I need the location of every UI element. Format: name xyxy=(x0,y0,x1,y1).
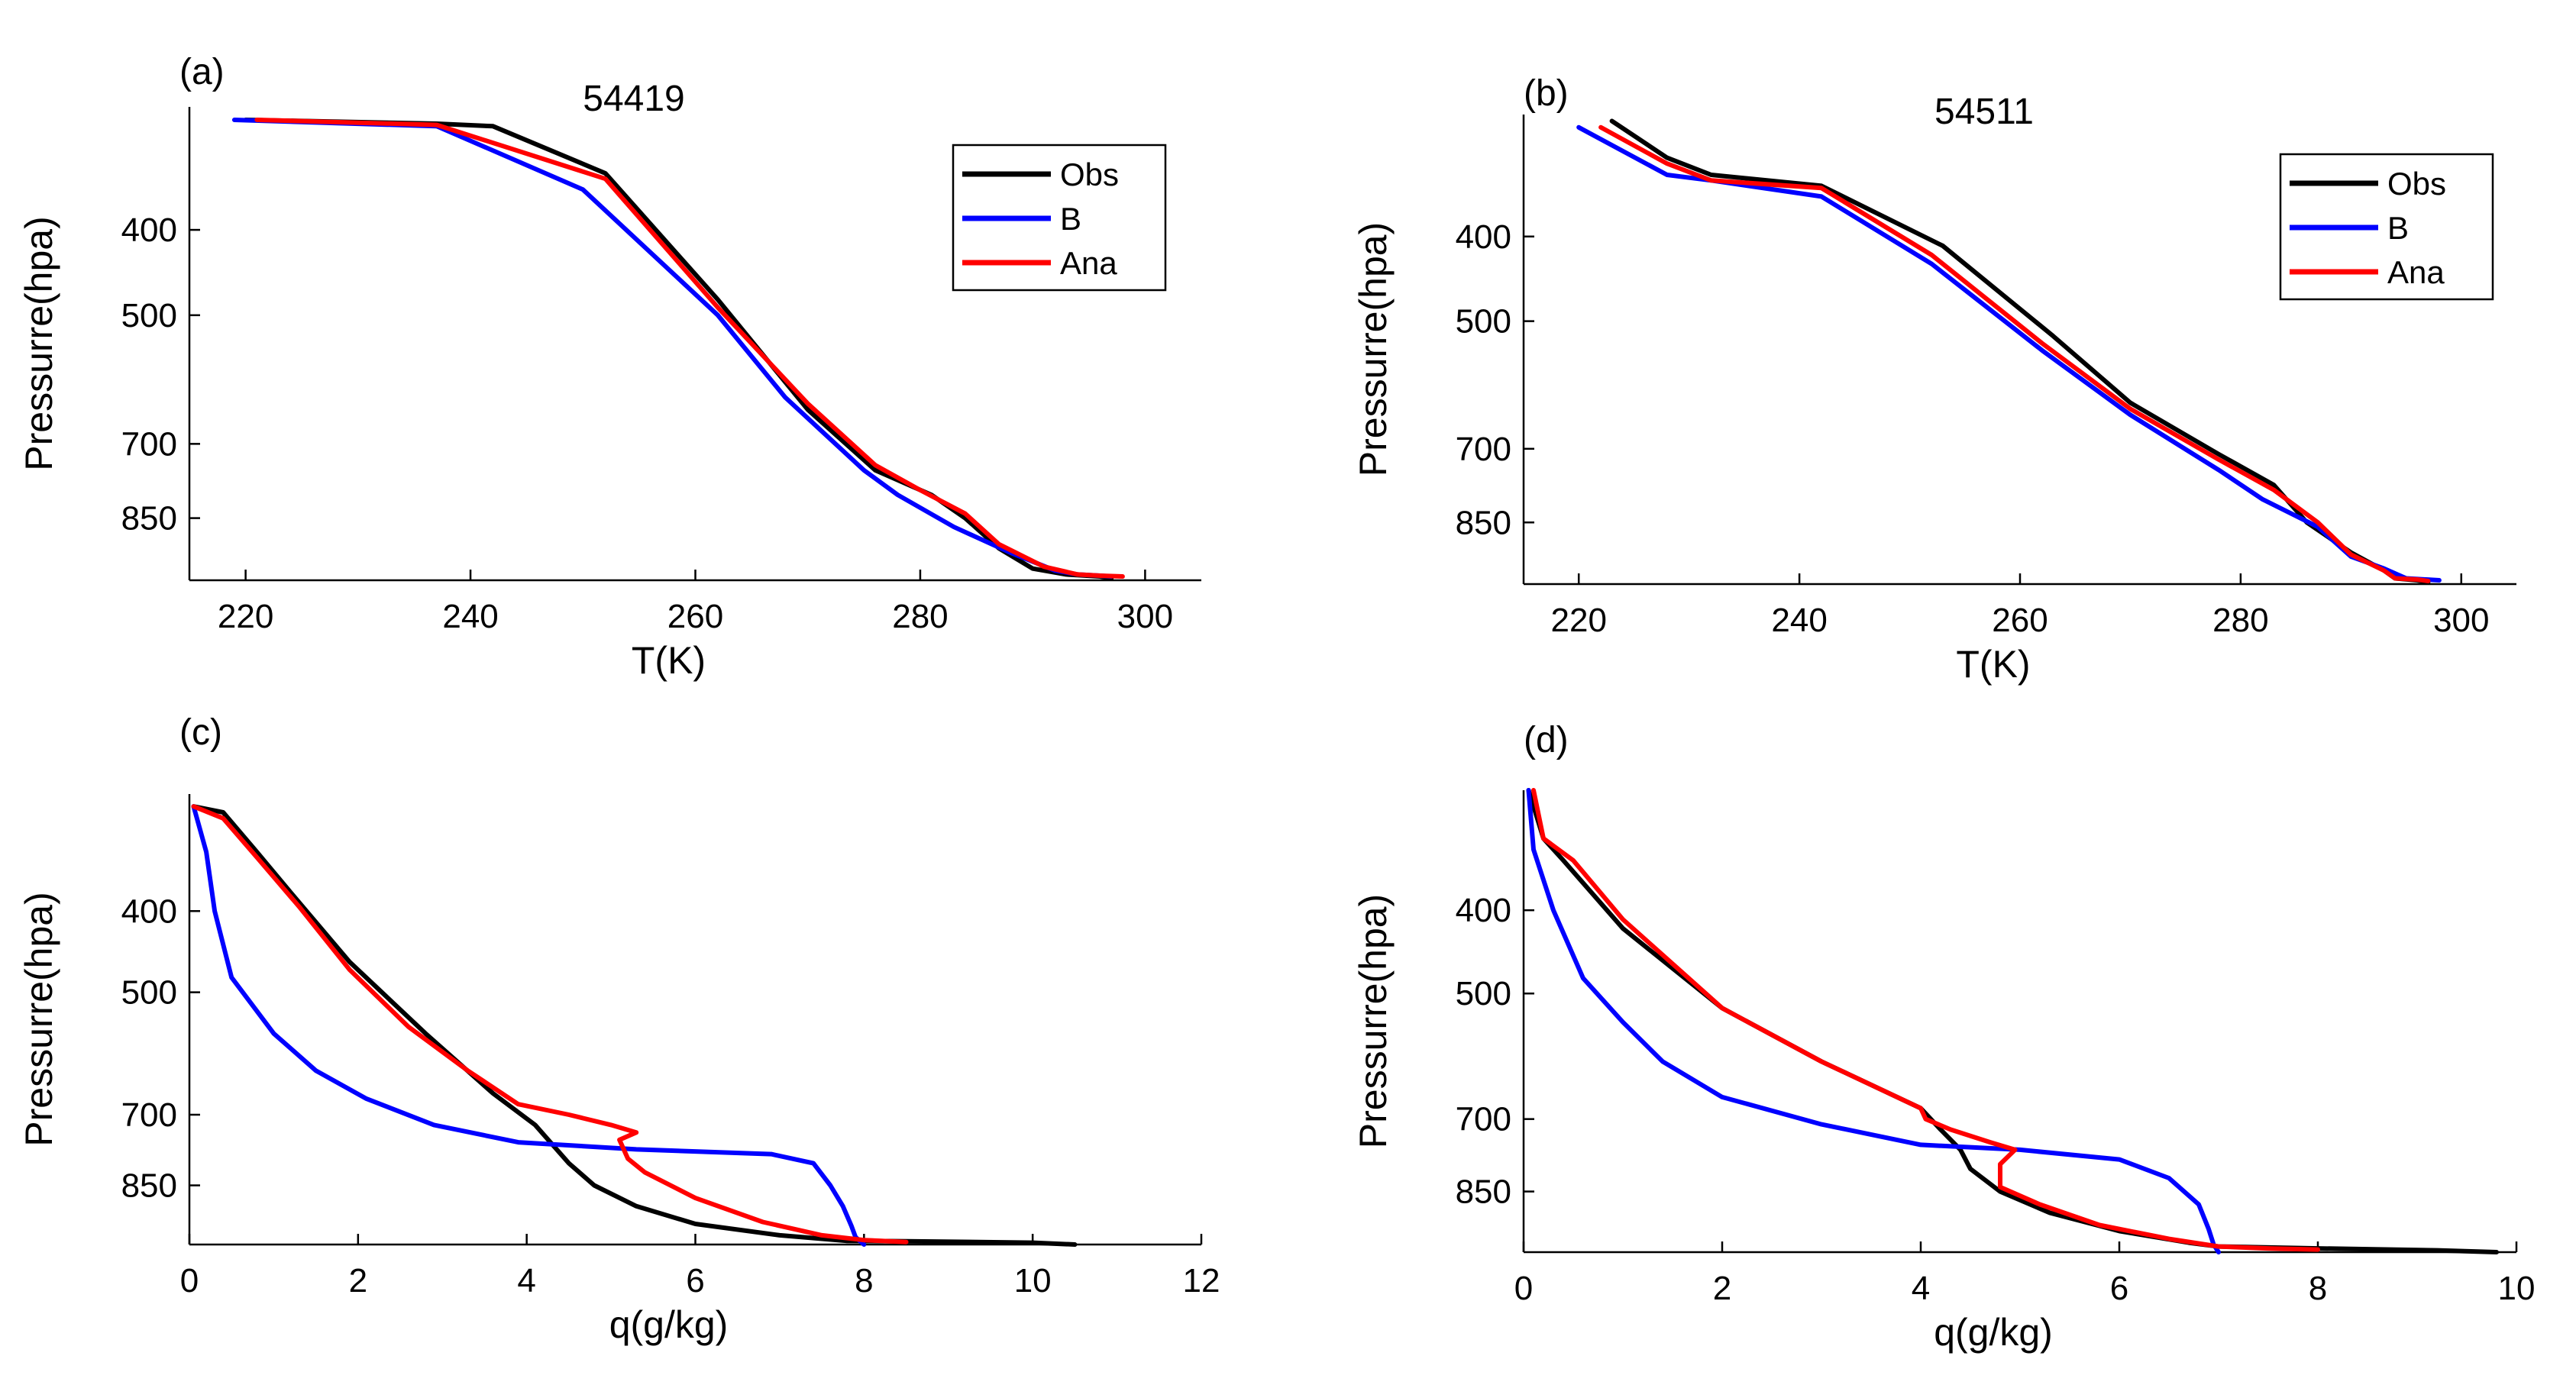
x-tick-label: 10 xyxy=(2498,1270,2536,1307)
y-tick-label: 850 xyxy=(1456,1174,1511,1211)
y-tick-label: 700 xyxy=(121,425,177,463)
legend-entry-b: B xyxy=(2387,210,2409,246)
x-tick-label: 0 xyxy=(180,1262,199,1299)
x-axis-label: q(g/kg) xyxy=(609,1303,729,1346)
legend-entry-ana: Ana xyxy=(1060,245,1117,281)
legend: Obs B Ana xyxy=(2279,153,2494,301)
chart-title: 54511 xyxy=(1934,92,2034,132)
y-tick-label: 400 xyxy=(121,211,177,249)
y-tick-label: 850 xyxy=(1456,504,1511,541)
y-tick-label: 400 xyxy=(121,893,177,930)
panel-label: (a) xyxy=(179,52,225,92)
legend-entry-b: B xyxy=(1060,201,1081,237)
x-axis-label: T(K) xyxy=(632,639,706,682)
series-line-ana xyxy=(191,804,909,1245)
panel-label: (d) xyxy=(1524,720,1569,760)
x-tick-label: 240 xyxy=(442,598,498,635)
chart-panel-c: 0 2 4 6 8 10 12 400 500 700 850 q(g/kg) Pressurre(hp… xyxy=(18,712,1220,1346)
y-tick-label: 400 xyxy=(1456,892,1511,929)
y-tick-label: 400 xyxy=(1456,218,1511,256)
y-tick-label: 700 xyxy=(1456,431,1511,468)
x-tick-label: 10 xyxy=(1014,1262,1052,1299)
x-tick-label: 2 xyxy=(349,1262,367,1299)
y-tick-label: 500 xyxy=(1456,303,1511,341)
legend-entry-obs: Obs xyxy=(1060,157,1119,192)
x-tick-label: 260 xyxy=(1992,602,2048,639)
x-tick-label: 280 xyxy=(2212,602,2268,639)
y-axis-label: Pressurre(hpa) xyxy=(1352,222,1395,476)
x-axis-label: q(g/kg) xyxy=(1934,1311,2053,1354)
legend-entry-obs: Obs xyxy=(2387,166,2446,202)
y-tick-label: 500 xyxy=(1456,975,1511,1012)
panel-label: (c) xyxy=(179,712,222,753)
x-tick-label: 2 xyxy=(1713,1270,1731,1307)
x-tick-label: 220 xyxy=(1551,602,1607,639)
chart-panel-d: 0 2 4 6 8 10 400 500 700 850 q(g/kg) Pressurre(hpa)… xyxy=(1352,720,2535,1354)
x-tick-label: 300 xyxy=(1117,598,1173,635)
series-line-obs xyxy=(1526,788,2499,1254)
y-tick-label: 500 xyxy=(121,974,177,1012)
y-tick-label: 500 xyxy=(121,297,177,334)
chart-panel-a: 220 240 260 280 300 400 500 700 850 T(K) Pressurre… xyxy=(18,52,1201,682)
x-tick-label: 12 xyxy=(1183,1262,1220,1299)
x-tick-label: 4 xyxy=(517,1262,535,1299)
legend-entry-ana: Ana xyxy=(2387,254,2445,290)
legend-box xyxy=(2279,153,2494,301)
x-tick-label: 4 xyxy=(1912,1270,1930,1307)
chart-title: 54419 xyxy=(583,79,684,119)
series-line-b xyxy=(191,804,867,1247)
chart-panel-b: 220 240 260 280 300 400 500 700 850 T(K) Pressurre… xyxy=(1352,73,2516,686)
y-axis-label: Pressurre(hpa) xyxy=(18,892,60,1146)
x-axis-label: T(K) xyxy=(1956,643,2030,686)
x-tick-label: 8 xyxy=(855,1262,873,1299)
x-tick-label: 260 xyxy=(667,598,723,635)
x-tick-label: 6 xyxy=(686,1262,704,1299)
series-line-b xyxy=(1526,788,2221,1254)
series-line-ana xyxy=(1531,788,2320,1252)
y-axis-label: Pressurre(hpa) xyxy=(1352,894,1395,1148)
y-axis-label: Pressurre(hpa) xyxy=(18,216,60,470)
x-tick-label: 0 xyxy=(1514,1270,1533,1307)
series-line-obs xyxy=(191,804,1078,1247)
x-tick-label: 220 xyxy=(218,598,273,635)
series-line-ana xyxy=(1598,124,2431,583)
y-tick-label: 700 xyxy=(1456,1101,1511,1138)
legend: Obs B Ana xyxy=(952,144,1167,292)
x-tick-label: 8 xyxy=(2309,1270,2327,1307)
y-tick-label: 850 xyxy=(121,500,177,538)
series-line-ana xyxy=(254,118,1125,579)
x-tick-label: 240 xyxy=(1771,602,1827,639)
x-tick-label: 300 xyxy=(2433,602,2489,639)
panel-label: (b) xyxy=(1524,73,1569,114)
x-tick-label: 6 xyxy=(2110,1270,2128,1307)
y-tick-label: 850 xyxy=(121,1167,177,1205)
y-tick-label: 700 xyxy=(121,1096,177,1134)
x-tick-label: 280 xyxy=(892,598,948,635)
